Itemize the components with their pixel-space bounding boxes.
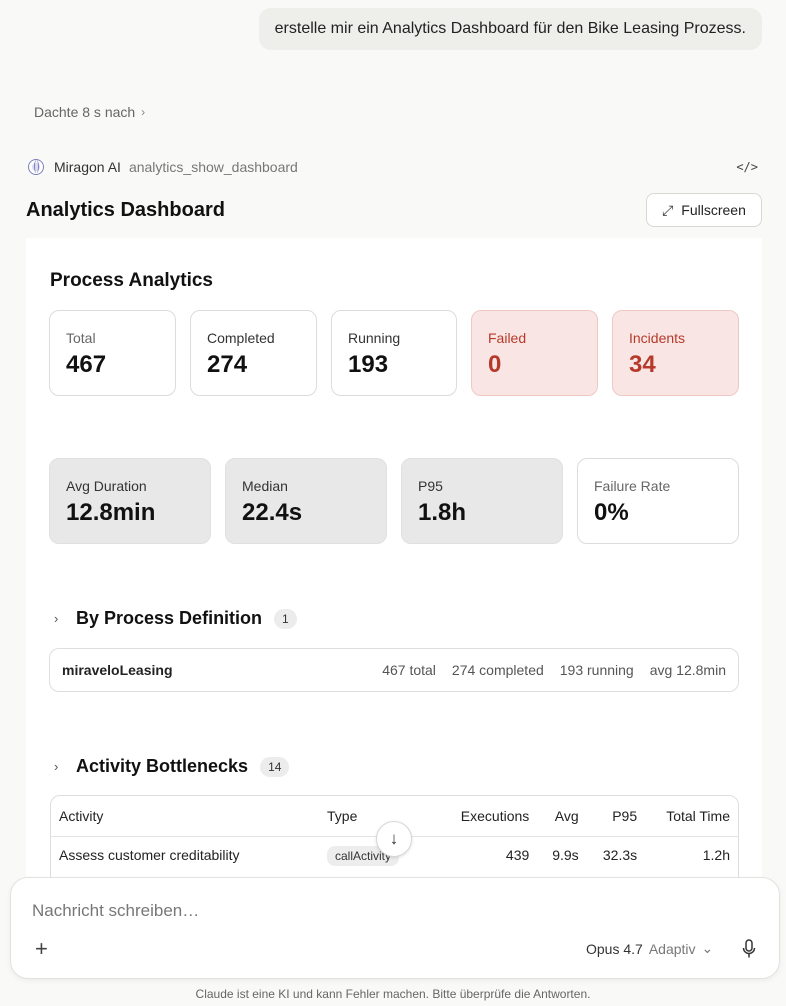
card-label: Failure Rate [594,478,671,494]
card-label: P95 [418,478,443,494]
activity-cell: Assess customer creditability [59,847,240,863]
p95-card: P95 1.8h [401,458,563,544]
message-input[interactable]: Nachricht schreiben… [32,901,200,920]
disclaimer: Claude ist eine KI und kann Fehler mache… [195,987,591,1001]
fullscreen-button[interactable]: ⤢ Fullscreen [646,193,762,227]
column-header[interactable]: P95 [586,796,646,837]
count-badge: 14 [260,756,290,777]
failed-card: Failed 0 [471,310,598,396]
definition-name: miraveloLeasing [62,662,173,678]
p95-cell: 32.3s [602,847,638,863]
card-value: 274 [207,351,248,378]
card-label: Median [242,478,288,494]
thought-toggle[interactable]: Dachte 8 s nach › [34,104,145,120]
card-label: Running [348,330,401,346]
arrow-down-icon: ↓ [389,829,399,848]
card-value: 12.8min [66,499,156,526]
chevron-right-icon: › [54,759,59,774]
completed-card: Completed 274 [190,310,317,396]
failure-rate-card: Failure Rate 0% [577,458,739,544]
section-heading: Activity Bottlenecks [76,756,249,776]
definition-completed: 274 completed [451,662,544,678]
avg-duration-card: Avg Duration 12.8min [49,458,211,544]
tool-call-header: Miragon AI analytics_show_dashboard </> [28,157,758,177]
dashboard-title: Analytics Dashboard [26,199,225,221]
card-label: Failed [488,330,527,346]
column-header[interactable]: Total Time [645,796,738,837]
section-heading: By Process Definition [76,608,263,628]
model-name: Opus 4.7 [586,940,643,957]
executions-cell: 439 [505,847,530,863]
definition-stats: 467 total 274 completed 193 running avg … [382,662,726,678]
total-card: Total 467 [49,310,176,396]
count-badge: 1 [274,608,297,629]
card-value: 467 [66,351,107,378]
card-value: 1.8h [418,499,467,526]
incidents-card: Incidents 34 [612,310,739,396]
globe-icon [28,159,44,175]
definition-running: 193 running [559,662,634,678]
card-value: 22.4s [242,499,303,526]
definition-avg: avg 12.8min [649,662,726,678]
model-mode: Adaptiv [648,940,696,957]
card-value: 0% [594,499,629,526]
card-label: Incidents [629,330,686,346]
chevron-right-icon: › [141,105,146,119]
model-selector[interactable]: Opus 4.7 Adaptiv ⌄ [586,940,713,957]
process-definition-row[interactable]: miraveloLeasing 467 total 274 completed … [49,648,739,692]
tool-name: Miragon AI [54,159,121,175]
message-composer: Nachricht schreiben… + Opus 4.7 Adaptiv … [10,877,780,979]
card-label: Avg Duration [66,478,147,494]
running-card: Running 193 [331,310,457,396]
section-title: Process Analytics [50,270,213,291]
column-header[interactable]: Executions [439,796,538,837]
card-value: 0 [488,351,502,378]
definition-total: 467 total [382,662,436,678]
column-header[interactable]: Avg [537,796,587,837]
expand-icon: ⤢ [662,201,674,218]
by-process-definition-toggle[interactable]: › By Process Definition 1 [54,608,297,629]
fullscreen-label: Fullscreen [681,202,746,218]
code-icon[interactable]: </> [736,160,758,174]
dashboard-panel: Process Analytics Total 467 Completed 27… [26,238,762,885]
avg-cell: 9.9s [552,847,579,863]
card-label: Total [66,330,96,346]
tool-function: analytics_show_dashboard [128,159,298,175]
table-header-row: Activity Type Executions Avg P95 Total T… [51,796,738,837]
chevron-right-icon: › [54,611,59,626]
card-label: Completed [207,330,275,346]
card-value: 193 [348,351,389,378]
thought-label: Dachte 8 s nach [34,104,136,120]
chevron-down-icon: ⌄ [701,940,714,956]
plus-icon[interactable]: + [35,936,48,961]
card-value: 34 [629,351,656,378]
column-header[interactable]: Activity [51,796,319,837]
scroll-down-button[interactable]: ↓ [376,821,412,857]
median-card: Median 22.4s [225,458,387,544]
activity-bottlenecks-toggle[interactable]: › Activity Bottlenecks 14 [54,756,290,777]
bottlenecks-table: Activity Type Executions Avg P95 Total T… [50,795,739,885]
user-message: erstelle mir ein Analytics Dashboard für… [258,8,762,50]
total-time-cell: 1.2h [702,847,730,863]
microphone-icon[interactable] [741,939,757,959]
